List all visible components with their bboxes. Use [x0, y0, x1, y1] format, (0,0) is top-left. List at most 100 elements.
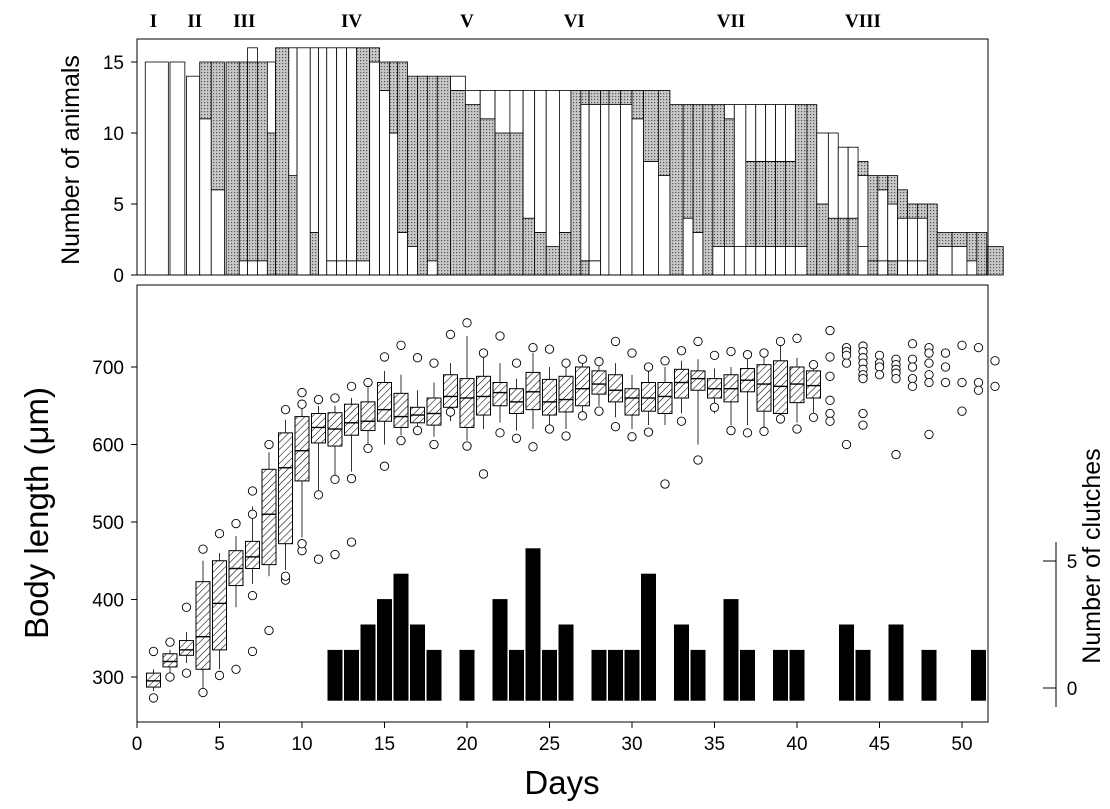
- measurement-point: [973, 377, 984, 388]
- animal-count-bar: [407, 75, 418, 276]
- bar-segment-dotted: [816, 203, 829, 276]
- stage-label: III: [233, 11, 255, 32]
- clutch-bar: [690, 649, 706, 701]
- bar-segment-white: [210, 189, 225, 276]
- box-body: [393, 392, 409, 428]
- box-plot: [162, 649, 178, 674]
- days-x-tick-label: 50: [951, 734, 972, 755]
- box-plot: [509, 378, 524, 431]
- bar-segment-white: [907, 217, 918, 262]
- bar-segment-dotted: [266, 132, 277, 276]
- animal-count-bar: [816, 132, 829, 276]
- bar-segment-white: [450, 75, 466, 91]
- box-plot: [542, 367, 557, 426]
- outlier-point: [808, 412, 819, 423]
- bar-segment-white: [336, 260, 347, 276]
- bar-segment-dotted: [436, 75, 451, 276]
- animal-count-bar: [494, 90, 511, 276]
- animal-count-bar: [545, 90, 560, 276]
- outlier-point: [198, 687, 208, 698]
- box-plot: [789, 357, 805, 423]
- bar-segment-white: [559, 90, 572, 233]
- box-body: [657, 382, 673, 414]
- days-x-tick-label: 25: [539, 734, 560, 755]
- clutch-bar: [740, 649, 755, 701]
- animal-count-bar: [356, 47, 371, 276]
- animal-count-bar: [682, 104, 694, 276]
- clutch-bar: [624, 649, 640, 701]
- bar-segment-white: [266, 61, 277, 134]
- outlier-point: [247, 486, 258, 496]
- outlier-point: [313, 490, 324, 500]
- bar-segment-dotted: [275, 47, 290, 276]
- box-body: [542, 378, 557, 416]
- measurement-point: [825, 416, 835, 426]
- measurement-point: [858, 373, 868, 384]
- bar-segment-white: [522, 90, 536, 219]
- box-body: [146, 672, 161, 688]
- box-body: [426, 397, 442, 426]
- box-body: [789, 366, 805, 404]
- measurement-point: [973, 385, 984, 395]
- box-body: [773, 360, 788, 414]
- outlier-point: [709, 350, 720, 361]
- box-body: [311, 413, 326, 444]
- box-plot: [344, 398, 359, 472]
- outlier-point: [330, 549, 340, 560]
- animal-count-bar: [509, 90, 524, 276]
- animal-count-bar: [897, 189, 908, 276]
- box-body: [245, 540, 260, 569]
- outlier-point: [660, 479, 670, 489]
- outlier-point: [330, 474, 340, 485]
- bar-segment-white: [309, 47, 319, 233]
- outlier-point: [412, 425, 423, 436]
- outlier-point: [412, 353, 423, 363]
- measurement-point: [940, 377, 951, 388]
- bar-segment-dotted: [356, 47, 371, 262]
- box-plot: [806, 367, 821, 414]
- animal-count-bar: [907, 203, 918, 276]
- bar-segment-white: [144, 61, 169, 276]
- outlier-point: [594, 406, 604, 416]
- bar-segment-dotted: [745, 160, 757, 247]
- outlier-point: [148, 646, 159, 657]
- box-plot: [278, 419, 293, 571]
- bar-segment-dotted: [397, 61, 409, 233]
- box-plot: [690, 359, 706, 445]
- animal-count-bars: [144, 47, 1004, 276]
- bar-segment-white: [379, 90, 390, 276]
- animal-count-bar: [389, 61, 399, 276]
- bar-segment-dotted: [724, 118, 735, 248]
- outlier-point: [363, 443, 373, 454]
- bar-segment-dotted: [877, 175, 889, 191]
- bar-segment-white: [247, 260, 258, 276]
- box-plot: [476, 355, 491, 429]
- bar-segment-white: [692, 231, 704, 276]
- outlier-point: [808, 360, 819, 370]
- bar-segment-dotted: [417, 75, 428, 276]
- bar-segment-white: [765, 104, 776, 162]
- measurement-point: [874, 350, 885, 361]
- clutch-bar: [393, 573, 409, 701]
- top-y-axis-title: Number of animals: [57, 55, 85, 265]
- outlier-point: [297, 387, 307, 398]
- animal-count-bar: [199, 61, 212, 276]
- measurement-point: [874, 370, 885, 380]
- bar-segment-white: [897, 260, 908, 276]
- outlier-point: [775, 336, 786, 347]
- box-plot: [311, 405, 326, 491]
- bar-segment-white: [775, 104, 786, 162]
- measurement-point: [907, 381, 918, 392]
- animal-count-bar: [266, 61, 277, 276]
- box-body: [575, 366, 590, 407]
- measurement-point: [891, 373, 901, 384]
- outlier-point: [627, 432, 637, 442]
- bar-segment-white: [346, 47, 357, 262]
- bar-segment-dotted: [247, 61, 258, 262]
- clutch-bar: [327, 649, 343, 701]
- box-plot: [740, 359, 755, 426]
- clutch-bars: [327, 548, 986, 701]
- outlier-point: [297, 399, 307, 409]
- clutch-bar: [888, 624, 904, 701]
- clutch-bar: [641, 573, 656, 701]
